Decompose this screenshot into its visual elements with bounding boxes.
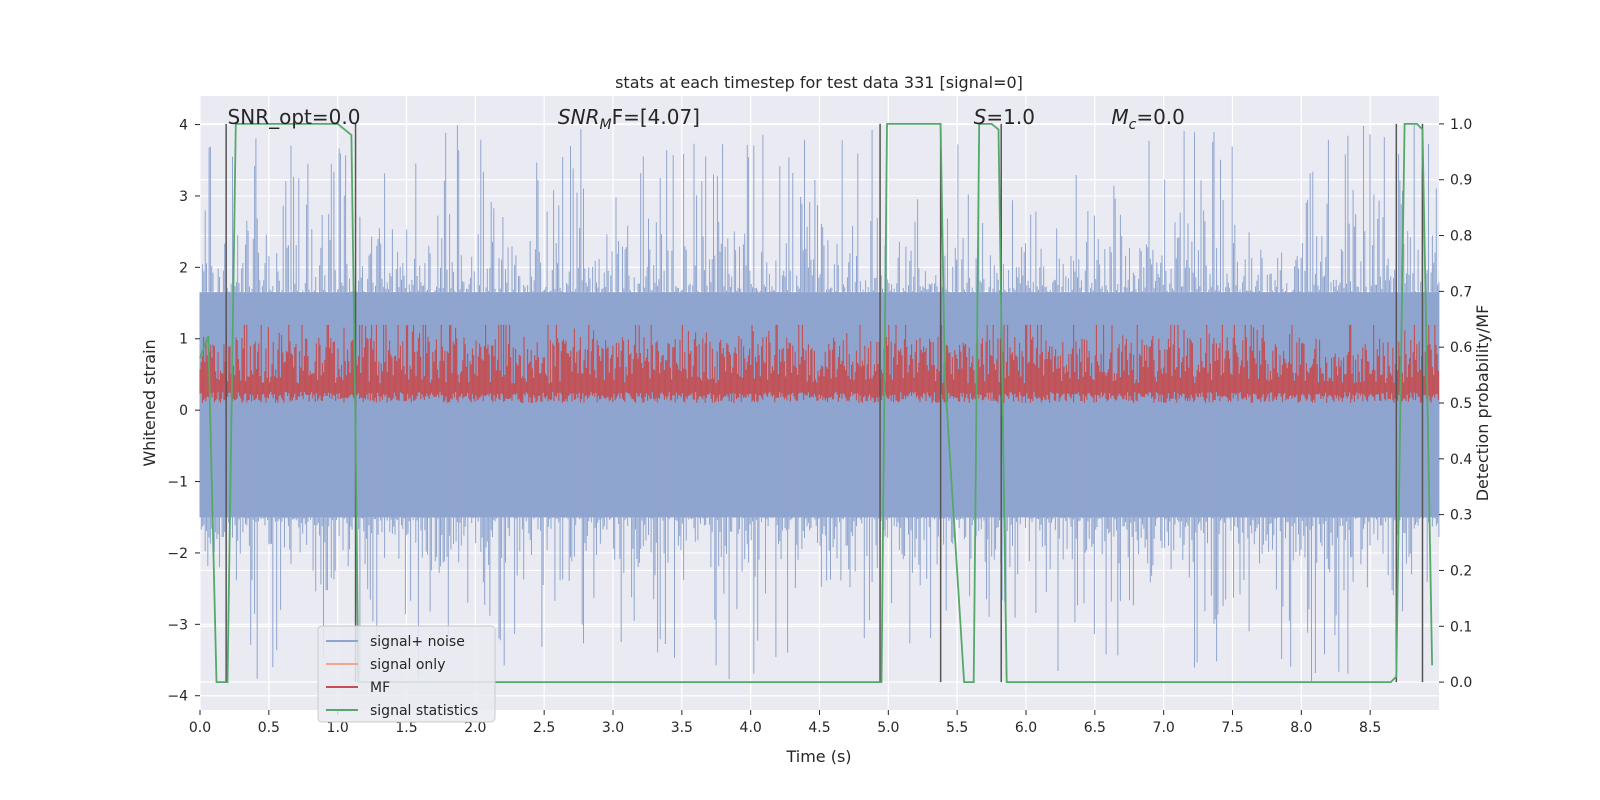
- x-tick-label: 5.0: [877, 720, 899, 736]
- y2-tick-label: 0.5: [1450, 396, 1472, 412]
- y-tick-label: 3: [179, 189, 188, 205]
- x-tick-label: 4.5: [808, 720, 830, 736]
- x-tick-label: 0.5: [258, 720, 280, 736]
- annotation-suffix: F=[4.07]: [612, 105, 700, 129]
- annotation-suffix: =0.0: [312, 105, 361, 129]
- x-tick-label: 0.0: [189, 720, 211, 736]
- legend-label: signal+ noise: [370, 634, 465, 650]
- y-tick-label: −1: [167, 475, 188, 491]
- x-tick-label: 2.5: [533, 720, 555, 736]
- x-tick-label: 7.0: [1153, 720, 1175, 736]
- annotation: Mc=0.0: [1111, 105, 1185, 133]
- legend-label: MF: [370, 680, 390, 696]
- annotation-suffix: =0.0: [1136, 105, 1185, 129]
- x-tick-label: 7.5: [1221, 720, 1243, 736]
- legend-label: signal only: [370, 657, 445, 673]
- left-axis-ticks: −4 −3 −2 −1 0 1 2 3 4: [167, 118, 200, 705]
- annotations: SNR_opt=0.0 SNRMF=[4.07] S=1.0 Mc=0.0: [228, 105, 1185, 133]
- x-tick-label: 5.5: [946, 720, 968, 736]
- mf-trace: [199, 324, 1439, 403]
- y2-tick-label: 0.0: [1450, 675, 1472, 691]
- x-tick-label: 1.0: [327, 720, 349, 736]
- x-axis-label: Time (s): [785, 747, 851, 766]
- y2-tick-label: 0.6: [1450, 340, 1472, 356]
- chart-title: stats at each timestep for test data 331…: [615, 73, 1023, 92]
- x-tick-label: 4.0: [740, 720, 762, 736]
- y-tick-label: −4: [167, 689, 188, 705]
- y2-tick-label: 0.9: [1450, 173, 1472, 189]
- annotation-subscript: c: [1129, 117, 1137, 133]
- y-tick-label: 0: [179, 403, 188, 419]
- y2-tick-label: 1.0: [1450, 117, 1472, 133]
- y2-tick-label: 0.1: [1450, 619, 1472, 635]
- annotation-prefix: S: [974, 105, 987, 129]
- y2-tick-label: 0.8: [1450, 229, 1472, 245]
- signal-statistics-line: [199, 123, 1433, 683]
- right-axis-ticks: 0.0 0.1 0.2 0.3 0.4 0.5 0.6 0.7 0.8 0.9 1.0: [1439, 117, 1472, 691]
- series-signal-statistics: [199, 123, 1433, 683]
- x-tick-label: 6.5: [1084, 720, 1106, 736]
- right-axis-label: Detection probability/MF: [1473, 305, 1492, 502]
- y-tick-label: −3: [167, 617, 188, 633]
- annotation: S=1.0: [974, 105, 1035, 129]
- y-tick-label: 1: [179, 332, 188, 348]
- y2-tick-label: 0.3: [1450, 508, 1472, 524]
- y2-tick-label: 0.7: [1450, 284, 1472, 300]
- series-mf: [199, 324, 1439, 403]
- x-tick-label: 3.5: [671, 720, 693, 736]
- y2-tick-label: 0.2: [1450, 563, 1472, 579]
- legend-label: signal statistics: [370, 703, 478, 719]
- x-tick-label: 6.0: [1015, 720, 1037, 736]
- x-tick-label: 8.0: [1290, 720, 1312, 736]
- annotation: SNRMF=[4.07]: [558, 105, 700, 133]
- y2-tick-label: 0.4: [1450, 452, 1472, 468]
- legend-box: [317, 625, 496, 723]
- annotation-subscript: M: [599, 117, 611, 133]
- x-axis-ticks: 0.0 0.5 1.0 1.5 2.0 2.5 3.0 3.5 4.0 4.5 5.0 5.5 6.0 6…: [189, 710, 1381, 736]
- y-tick-label: 2: [179, 260, 188, 276]
- legend: signal+ noise signal only MF signal statist…: [317, 625, 496, 723]
- x-tick-label: 2.0: [464, 720, 486, 736]
- annotation-prefix: SNR_opt: [228, 105, 312, 129]
- y-tick-label: −2: [167, 546, 188, 562]
- vertical-markers: [225, 123, 1424, 683]
- annotation-prefix: SNR: [558, 105, 600, 129]
- x-tick-label: 3.0: [602, 720, 624, 736]
- annotation-prefix: M: [1111, 105, 1128, 129]
- annotation-suffix: =1.0: [986, 105, 1035, 129]
- left-axis-label: Whitened strain: [140, 339, 159, 466]
- x-tick-label: 1.5: [395, 720, 417, 736]
- annotation: SNR_opt=0.0: [228, 105, 361, 129]
- x-tick-label: 8.5: [1359, 720, 1381, 736]
- y-tick-label: 4: [179, 118, 188, 134]
